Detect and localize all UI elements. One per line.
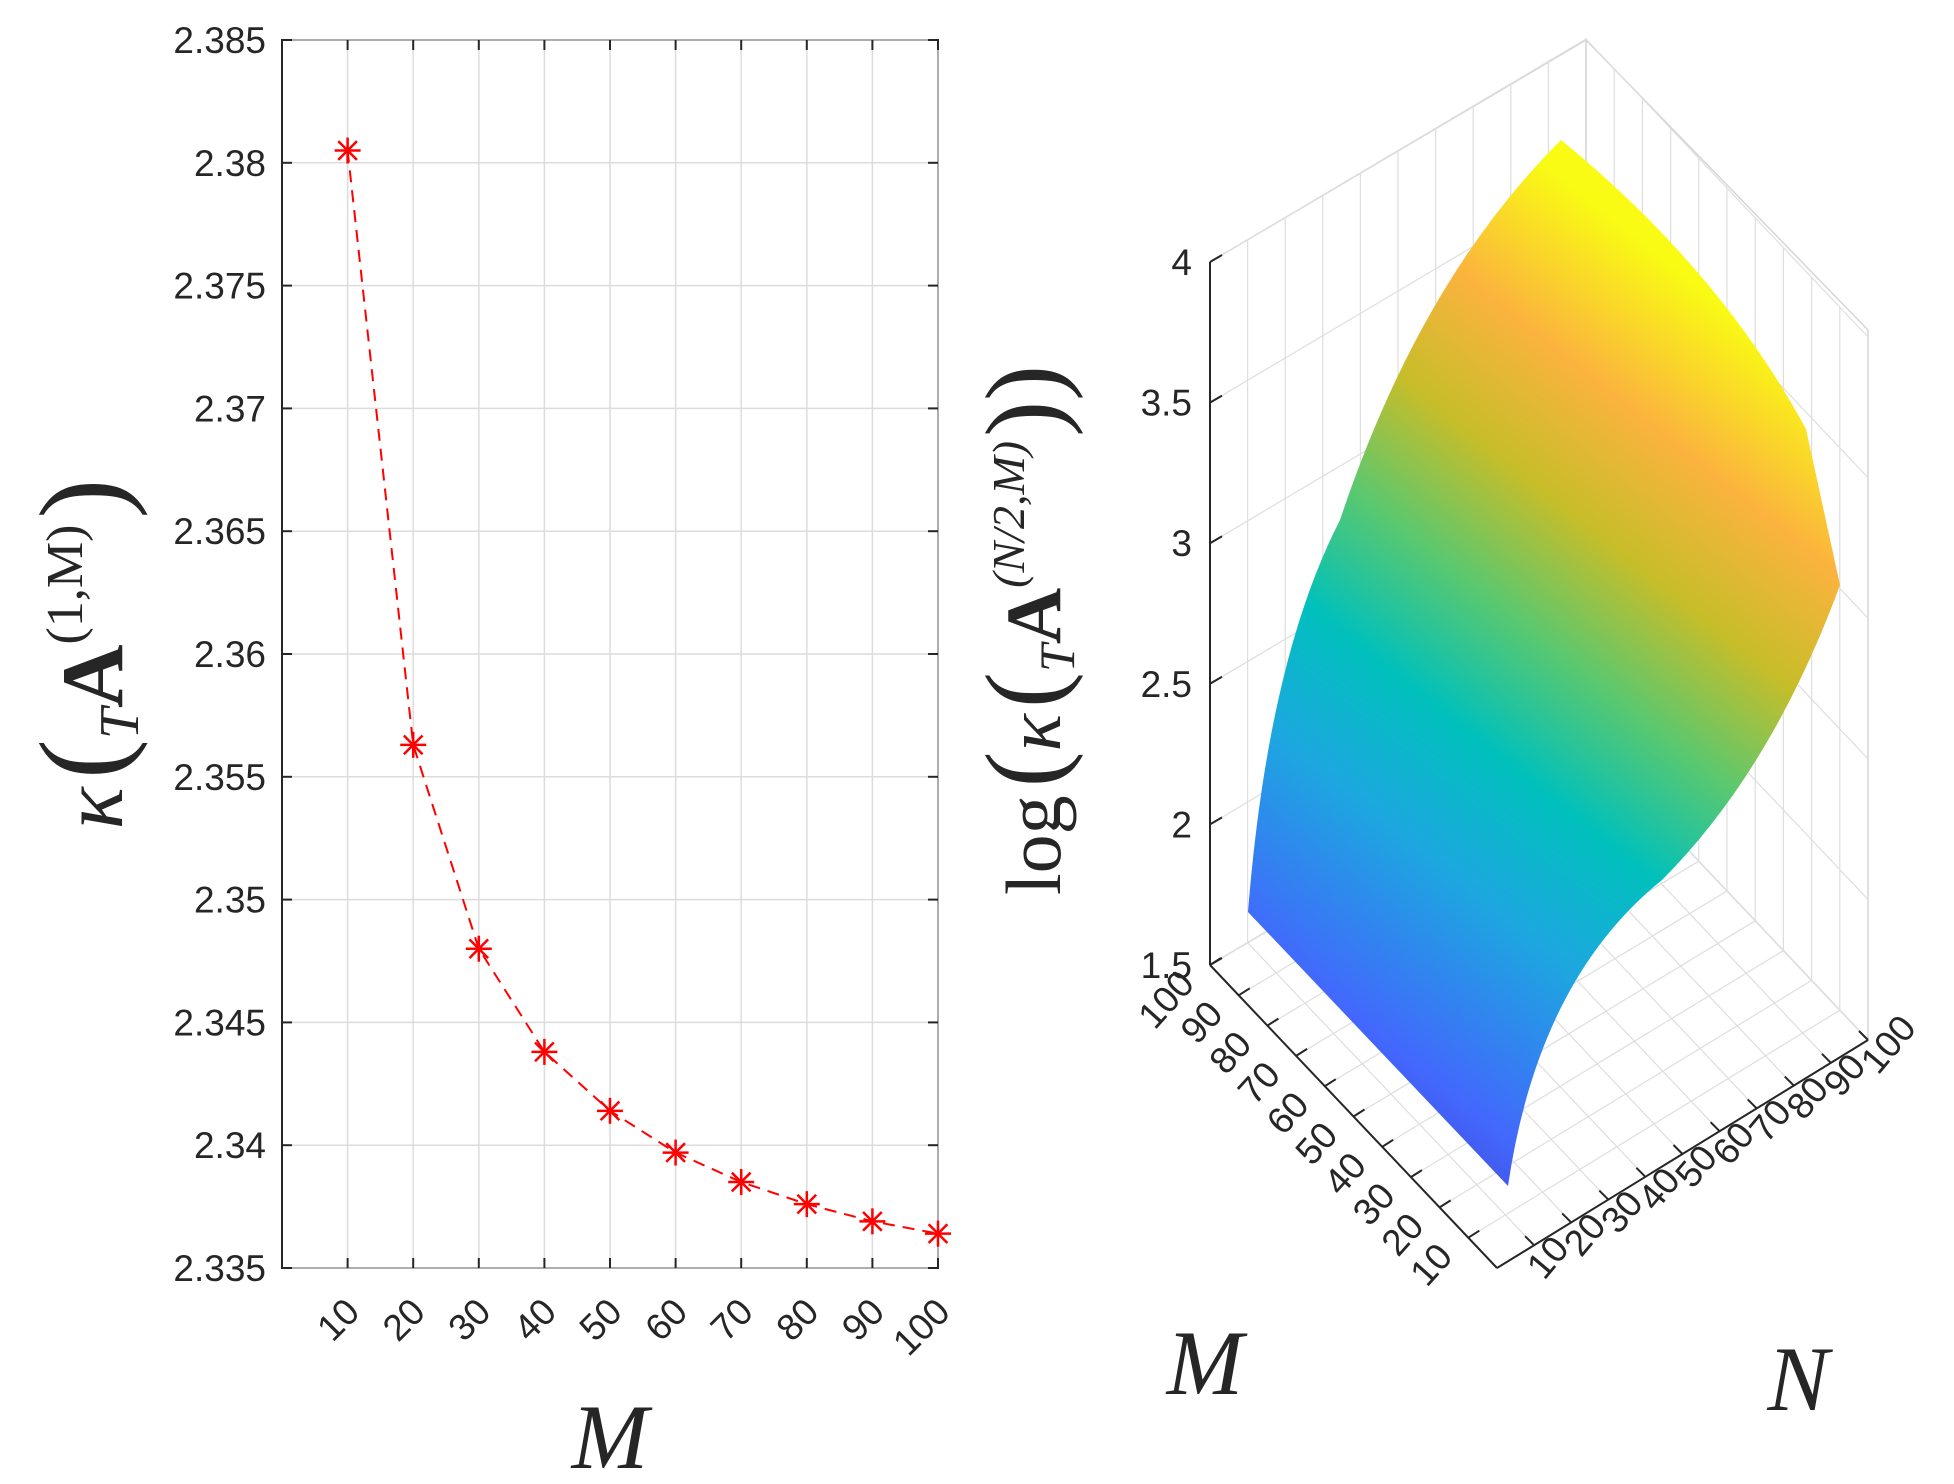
y-tick-label: 2.36: [194, 634, 266, 675]
data-point: [334, 137, 361, 164]
z-title-superscript: (N/2,M): [983, 441, 1034, 588]
data-point: [859, 1208, 886, 1235]
data-point: [793, 1191, 820, 1218]
svg-text:log(κ(TA(N/2,M))): log(κ(TA(N/2,M))): [965, 365, 1085, 895]
y-title-matrix: A: [45, 644, 142, 708]
m-tick: [1352, 1108, 1366, 1118]
data-point: [465, 935, 492, 962]
y-tick-label: 2.335: [173, 1248, 266, 1289]
z-axis-title: log(κ(TA(N/2,M))): [965, 365, 1085, 895]
z-tick-label: 2.5: [1141, 664, 1192, 705]
y-title-kappa: κ: [45, 785, 142, 829]
z-title-kappa: κ: [990, 712, 1077, 751]
line-chart: 2.335 2.34 2.345 2.35 2.355 2.36 2.365 2.37 2.37…: [15, 20, 958, 1484]
z-tick: [1209, 816, 1223, 826]
m-tick: [1238, 987, 1251, 997]
z-title-log: log: [990, 795, 1077, 895]
z-title-matrix: A: [990, 588, 1077, 644]
y-tick-labels: 2.335 2.34 2.345 2.35 2.355 2.36 2.365 2.37 2.37…: [173, 20, 266, 1289]
data-point: [728, 1169, 755, 1196]
m-axis-title: M: [1165, 1312, 1248, 1414]
x-tick-label: 40: [506, 1291, 564, 1349]
z-tick: [1209, 254, 1223, 263]
y-title-superscript: (1,M): [37, 525, 94, 645]
n-tick: [1561, 1212, 1572, 1224]
surface: [1248, 140, 1840, 1186]
y-title-open-paren: (: [15, 739, 148, 779]
n-tick: [1746, 1098, 1758, 1110]
y-tick-label: 2.34: [194, 1125, 266, 1166]
n-tick: [1709, 1121, 1721, 1132]
z-tick-label: 3: [1171, 523, 1192, 564]
z-title-open-paren: (: [965, 672, 1084, 708]
data-point: [400, 731, 427, 758]
y-tick-label: 2.35: [194, 880, 266, 921]
x-tick-label: 90: [834, 1291, 892, 1349]
z-tick: [1209, 394, 1223, 404]
data-markers: [334, 137, 951, 1247]
z-tick-label: 3.5: [1141, 383, 1192, 424]
y-tick-label: 2.38: [194, 143, 266, 184]
x-tick-label: 50: [572, 1291, 630, 1349]
x-tick-label: 60: [637, 1291, 695, 1349]
y-tick-label: 2.345: [173, 1002, 266, 1043]
x-tick-label: 80: [768, 1291, 826, 1349]
z-gridline: [1209, 38, 1869, 338]
m-tick: [1266, 1017, 1279, 1027]
tick-marks: [282, 39, 939, 1269]
n-tick: [1821, 1053, 1832, 1064]
gridlines: [282, 39, 939, 1269]
z-tick-label: 4: [1171, 242, 1192, 283]
n-tick: [1598, 1189, 1610, 1201]
m-tick: [1467, 1229, 1480, 1239]
y-tick-label: 2.375: [173, 266, 266, 307]
data-point: [531, 1038, 558, 1065]
n-tick: [1635, 1167, 1647, 1178]
x-tick-label: 30: [440, 1291, 498, 1349]
n-tick: [1672, 1144, 1684, 1155]
x-tick-label: 70: [703, 1291, 761, 1349]
x-axis-title: M: [570, 1386, 653, 1484]
m-tick: [1209, 957, 1222, 966]
x-tick-label: 20: [375, 1291, 433, 1349]
n-axis-title: N: [1766, 1328, 1833, 1430]
y-tick-label: 2.385: [173, 20, 266, 61]
y-tick-label: 2.37: [194, 388, 266, 429]
z-title-subscript: T: [1029, 641, 1085, 672]
z-title-close-paren-outer: ): [965, 365, 1084, 401]
data-point: [925, 1220, 951, 1247]
data-point: [662, 1139, 689, 1166]
n-tick: [1784, 1075, 1795, 1087]
z-tick: [1209, 535, 1223, 545]
svg-text:κ(TA(1,M)): κ (TA(1,M)): [15, 479, 151, 830]
y-title-subscript: T: [89, 704, 151, 739]
z-title-open-paren-outer: (: [965, 751, 1084, 787]
y-tick-label: 2.365: [173, 511, 266, 552]
x-tick-label: 100: [885, 1291, 958, 1364]
x-tick-label: 10: [309, 1291, 367, 1349]
data-point: [597, 1097, 623, 1124]
z-tick-labels: 1.5 2 2.5 3 3.5 4: [1141, 242, 1192, 986]
3d-tick-marks: [1209, 254, 1869, 1246]
z-tick: [1209, 675, 1223, 685]
data-line: [346, 150, 939, 1235]
m-tick: [1439, 1199, 1452, 1209]
m-tick: [1324, 1078, 1337, 1088]
m-tick: [1410, 1169, 1423, 1178]
y-title-close-paren: ): [15, 479, 148, 519]
n-tick: [1858, 1030, 1869, 1041]
m-tick: [1295, 1048, 1308, 1057]
z-tick-label: 2: [1171, 804, 1192, 845]
z-tick-label: 1.5: [1141, 945, 1192, 986]
y-tick-label: 2.355: [173, 757, 266, 798]
floor-gridline: [1467, 1009, 1841, 1239]
z-title-close-paren: ): [965, 401, 1084, 437]
m-tick: [1381, 1138, 1394, 1148]
y-axis-title: κ (TA(1,M)): [15, 479, 151, 830]
n-tick: [1524, 1235, 1535, 1246]
